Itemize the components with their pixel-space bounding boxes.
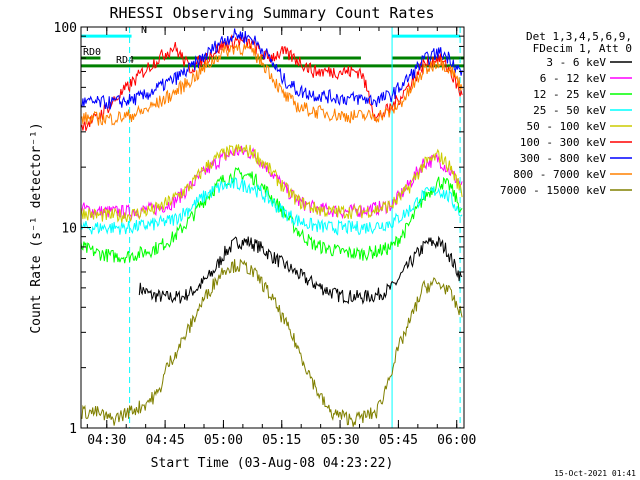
legend-header-line-2: FDecim 1, Att 0 [533, 42, 632, 55]
legend: Det 1,3,4,5,6,9, FDecim 1, Att 0 3 - 6 k… [500, 30, 632, 197]
legend-entry-label: 50 - 100 keV [527, 120, 607, 133]
x-tick-label: 05:30 [321, 433, 360, 448]
series-line [81, 258, 463, 427]
y-axis-label: Count Rate (s⁻¹ detector⁻¹) [29, 122, 44, 333]
x-tick-label: 06:00 [437, 433, 476, 448]
x-axis-label: Start Time (03-Aug-08 04:23:22) [151, 456, 394, 471]
legend-entry-label: 800 - 7000 keV [513, 168, 606, 181]
series-line [80, 28, 463, 110]
flag-label: N [141, 25, 147, 36]
y-tick-label: 1 [69, 422, 77, 437]
series-line [80, 177, 463, 236]
series-line [80, 33, 463, 132]
x-tick-label: 04:30 [87, 433, 126, 448]
flag-label: RD4 [116, 55, 134, 66]
y-tick-label: 100 [54, 21, 77, 36]
series-line [80, 145, 463, 221]
x-tick-label: 05:15 [262, 433, 301, 448]
x-tick-label: 04:45 [146, 433, 185, 448]
x-tick-label: 05:45 [379, 433, 418, 448]
legend-entry-label: 12 - 25 keV [533, 88, 606, 101]
vertical-markers [80, 27, 461, 428]
y-axis: 1 10 100 [54, 21, 464, 437]
legend-entry-label: 25 - 50 keV [533, 104, 606, 117]
legend-entry-label: 300 - 800 keV [520, 152, 606, 165]
x-tick-label: 05:00 [204, 433, 243, 448]
flag-label: RD0 [83, 47, 101, 58]
series-line [138, 235, 463, 305]
series-line [80, 144, 463, 223]
chart-title: RHESSI Observing Summary Count Rates [109, 4, 434, 22]
series-lines [80, 28, 463, 427]
series-line [80, 43, 463, 126]
x-axis: 04:30 04:45 05:00 05:15 05:30 05:45 06:00 [86, 27, 476, 448]
legend-entry-label: 100 - 300 keV [520, 136, 606, 149]
legend-entry-label: 3 - 6 keV [546, 56, 606, 69]
y-tick-label: 10 [61, 222, 77, 237]
footer-date: 15-Oct-2021 01:41 [554, 469, 636, 478]
series-line [80, 167, 463, 264]
legend-entry-label: 6 - 12 keV [540, 72, 607, 85]
legend-entry-label: 7000 - 15000 keV [500, 184, 606, 197]
legend-header-line-1: Det 1,3,4,5,6,9, [526, 30, 632, 43]
